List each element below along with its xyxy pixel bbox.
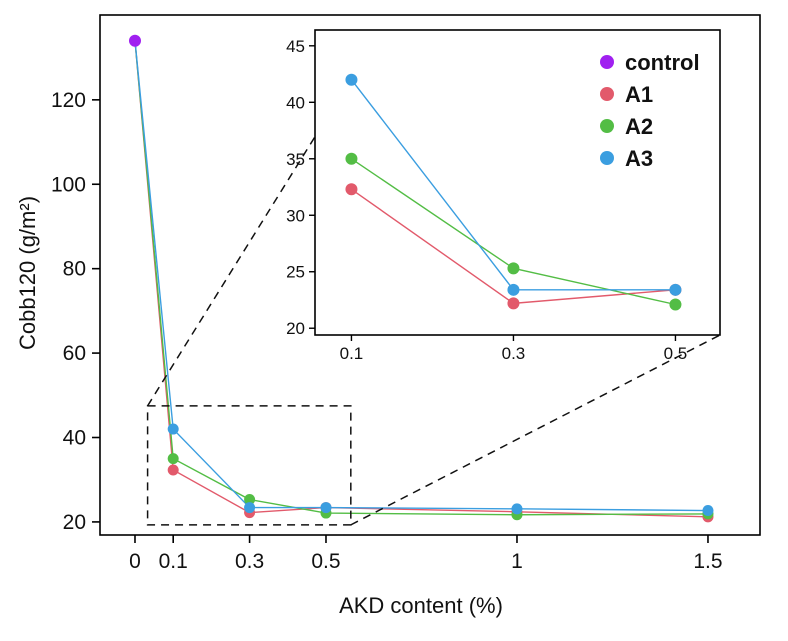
- inset-x-tick-label: 0.3: [502, 344, 526, 363]
- legend-swatch-A3: [600, 151, 614, 165]
- inset-point-A1: [507, 297, 520, 310]
- inset-y-tick-label: 20: [286, 319, 305, 338]
- point-A3: [320, 502, 332, 514]
- inset-point-A3: [345, 73, 358, 86]
- inset-point-A3: [507, 283, 520, 296]
- series-line-A1: [134, 40, 708, 518]
- inset-y-tick-label: 45: [286, 37, 305, 56]
- inset-point-A3: [669, 283, 682, 296]
- legend-label-A1: A1: [625, 82, 653, 107]
- legend-label-A3: A3: [625, 146, 653, 171]
- zoom-region-rect: [146, 405, 352, 526]
- y-axis-label: Cobb120 (g/m²): [15, 195, 40, 351]
- zoom-connector-top: [146, 136, 316, 407]
- series-line-A3: [134, 40, 708, 512]
- legend-swatch-A2: [600, 119, 614, 133]
- main-y-tick-label: 120: [51, 89, 86, 112]
- point-A3: [511, 503, 523, 515]
- x-axis-label: AKD content (%): [339, 593, 503, 618]
- point-A2: [244, 494, 256, 506]
- legend: control A1 A2 A3: [600, 50, 700, 171]
- legend-label-control: control: [625, 50, 700, 75]
- inset-point-A2: [345, 152, 358, 165]
- zoom-connector-bottom: [350, 334, 721, 526]
- inset-point-A2: [669, 298, 682, 311]
- main-y-tick-label: 60: [63, 342, 86, 365]
- point-A3: [167, 423, 179, 435]
- inset-point-A1: [345, 183, 358, 196]
- inset-x-tick-label: 0.1: [340, 344, 364, 363]
- point-control: [128, 34, 141, 47]
- inset-plot: 0.1 0.3 0.5 20 25 30 35 40 45 control A1 A2 A3: [286, 29, 721, 363]
- main-y-tick-label: 100: [51, 173, 86, 196]
- inset-y-tick-label: 40: [286, 93, 305, 112]
- main-y-tick-label: 80: [63, 258, 86, 281]
- point-A3: [244, 502, 256, 514]
- main-y-tick-label: 20: [63, 511, 86, 534]
- inset-y-tick-label: 25: [286, 263, 305, 282]
- main-x-tick-label: 0: [129, 550, 141, 573]
- main-x-tick-label: 0.1: [159, 550, 188, 573]
- inset-y-tick-label: 30: [286, 206, 305, 225]
- legend-label-A2: A2: [625, 114, 653, 139]
- point-A2: [167, 453, 179, 465]
- legend-swatch-A1: [600, 87, 614, 101]
- inset-border: [314, 29, 721, 336]
- main-plot: 0 0.1 0.3 0.5 1 1.5 20 40 60 80 100 120: [51, 14, 761, 573]
- main-x-tick-label: 1: [511, 550, 523, 573]
- plot-root: 0 0.1 0.3 0.5 1 1.5 20 40 60 80 100 120 0.1 0.3 0.5 20 2…: [51, 14, 761, 573]
- main-x-tick-label: 0.5: [311, 550, 340, 573]
- point-A3: [702, 505, 714, 517]
- inset-point-A2: [507, 262, 520, 275]
- main-y-tick-label: 40: [63, 427, 86, 450]
- main-plot-border: [99, 14, 761, 536]
- legend-swatch-control: [600, 55, 614, 69]
- inset-x-tick-label: 0.5: [664, 344, 688, 363]
- inset-y-tick-label: 35: [286, 150, 305, 169]
- main-x-tick-label: 0.3: [235, 550, 264, 573]
- point-A1: [167, 464, 179, 476]
- series-line-A2: [134, 40, 708, 516]
- main-x-tick-label: 1.5: [693, 550, 722, 573]
